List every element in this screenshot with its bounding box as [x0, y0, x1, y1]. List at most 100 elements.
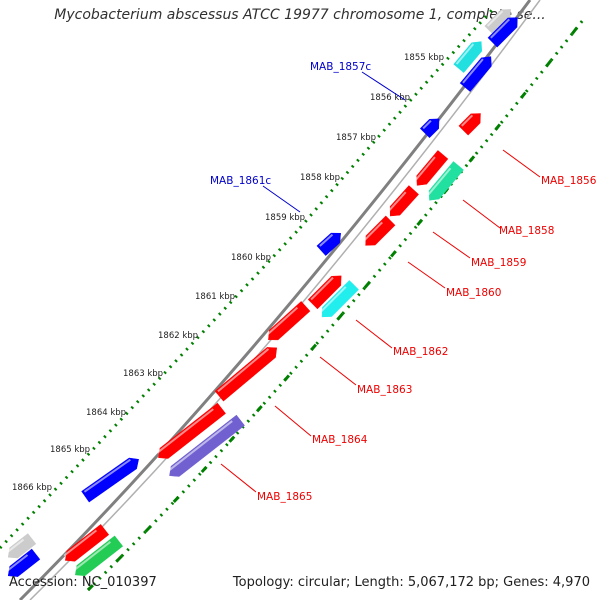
gene-labels: MAB_1857c MAB_1861c MAB_1856 MAB_1858 MAB_18… [210, 61, 597, 503]
gene-features [6, 9, 518, 577]
label-leader-line [462, 199, 501, 229]
gene-MAB_1864 [156, 402, 226, 459]
gene-MAB_1858-body [428, 161, 464, 201]
gene-MAB_1861c-body [316, 232, 341, 256]
gene-label-MAB_1859: MAB_1859 [471, 257, 526, 269]
gene-top-cyan-highlight [455, 43, 475, 65]
tick-label: 1861 kbp [195, 292, 235, 302]
gene-label-MAB_1858: MAB_1858 [499, 225, 554, 237]
gene-top-blue-2-body [459, 56, 492, 92]
gene-MAB_1861c [316, 232, 341, 256]
gene-label-MAB_1863: MAB_1863 [357, 384, 412, 396]
chromosome-backbone [18, 0, 541, 600]
gene-label-MAB_1865: MAB_1865 [257, 491, 312, 503]
gene-MAB_1857c-highlight [422, 119, 432, 130]
gene-bottom-gray [6, 533, 37, 559]
gene-bottom-gray-body [7, 533, 37, 559]
tick-label: 1866 kbp [12, 483, 52, 493]
gene-MAB_1857c [419, 118, 440, 139]
gene-MAB_1864-body [158, 402, 226, 459]
gene-MAB_1856-highlight [461, 114, 474, 127]
gene-MAB_1858-highlight [426, 167, 452, 197]
gene-bottom-blue-highlight [6, 554, 29, 572]
outer-dotted-line [0, 226, 302, 550]
gene-red-a-highlight [310, 276, 334, 301]
gene-bottom-red-body [65, 524, 110, 562]
gene-blue-left-highlight [83, 458, 131, 493]
gene-MAB_1862-body [321, 280, 359, 318]
gene-MAB_1863-a [266, 301, 311, 341]
gene-top-blue-2-highlight [462, 58, 484, 84]
gene-blue-left-body [81, 457, 139, 503]
gene-MAB_1860-body [365, 215, 396, 246]
gene-MAB_1862 [319, 280, 359, 318]
label-leader-line [274, 405, 312, 437]
gene-MAB_1865-highlight [167, 420, 233, 472]
gene-top-blue [487, 17, 518, 48]
gene-bottom-gray-highlight [6, 538, 25, 554]
outer-dotted-line [298, 8, 494, 229]
gene-top-blue-body [487, 17, 518, 48]
label-leader-line [432, 231, 471, 259]
accession-text: Accession: NC_010397 [9, 575, 157, 590]
gene-MAB_1857c-body [419, 118, 440, 139]
genome-stats-text: Topology: circular; Length: 5,067,172 bp… [232, 575, 590, 590]
label-leader-line [361, 71, 406, 101]
gene-top-gray-highlight [486, 10, 504, 27]
tick-label: 1862 kbp [158, 331, 198, 341]
gene-label-MAB_1856: MAB_1856 [541, 175, 597, 187]
gene-red-a [307, 275, 342, 310]
gene-MAB_1864-highlight [156, 408, 214, 454]
gene-label-MAB_1864: MAB_1864 [312, 434, 368, 446]
gene-MAB_1860 [363, 215, 396, 246]
gene-bottom-green [73, 535, 124, 577]
gene-MAB_1859 [387, 185, 419, 217]
gene-bottom-blue-body [7, 548, 41, 577]
label-leader-line [407, 261, 446, 289]
gene-bottom-green-body [75, 535, 124, 577]
gene-red-a-body [307, 275, 342, 310]
gene-bottom-blue [6, 548, 41, 577]
gene-MAB_1856-body [458, 113, 481, 136]
label-leader-line [220, 463, 257, 493]
gene-top-blue-highlight [490, 18, 510, 39]
footer: Accession: NC_010397 Topology: circular;… [0, 572, 600, 594]
gene-MAB_1865 [167, 414, 245, 477]
tick-label: 1860 kbp [231, 253, 271, 263]
label-leader-line [262, 185, 301, 213]
gene-top-blue-2 [459, 56, 492, 92]
gene-MAB_1859-highlight [387, 191, 407, 213]
gene-MAB_1858-red-highlight [414, 156, 436, 182]
kbp-tick-labels: 1855 kbp 1856 kbp 1857 kbp 1858 kbp 1859 kbp… [12, 53, 444, 493]
gene-bottom-green-highlight [73, 541, 111, 571]
tick-label: 1864 kbp [86, 408, 126, 418]
tick-label: 1859 kbp [265, 213, 305, 223]
gene-label-MAB_1862: MAB_1862 [393, 346, 448, 358]
gene-MAB_1858-red [414, 150, 449, 186]
gene-MAB_1862-highlight [319, 286, 347, 314]
inner-major-ticks [86, 19, 585, 592]
tick-label: 1863 kbp [123, 369, 163, 379]
gene-bottom-red-highlight [63, 529, 98, 557]
gene-label-MAB_1857c: MAB_1857c [310, 61, 371, 73]
tick-dot-lines [0, 8, 585, 592]
gene-MAB_1863 [214, 347, 278, 402]
tick-label: 1856 kbp [370, 93, 410, 103]
gene-top-cyan [453, 41, 482, 73]
gene-MAB_1863-a-highlight [266, 306, 299, 336]
backbone-line [18, 0, 532, 600]
tick-label: 1865 kbp [50, 445, 90, 455]
gene-MAB_1863-highlight [217, 348, 270, 393]
gene-MAB_1865-body [169, 414, 245, 477]
label-leader-line [502, 149, 541, 178]
gene-MAB_1859-body [389, 185, 419, 217]
label-leader-line [319, 356, 357, 386]
gene-top-cyan-body [453, 41, 482, 73]
gene-label-MAB_1860: MAB_1860 [446, 287, 501, 299]
gene-MAB_1856 [458, 113, 481, 136]
gene-MAB_1861c-highlight [319, 233, 334, 247]
tick-label: 1858 kbp [300, 173, 340, 183]
gene-MAB_1858-red-body [416, 150, 449, 186]
tick-label: 1855 kbp [404, 53, 444, 63]
